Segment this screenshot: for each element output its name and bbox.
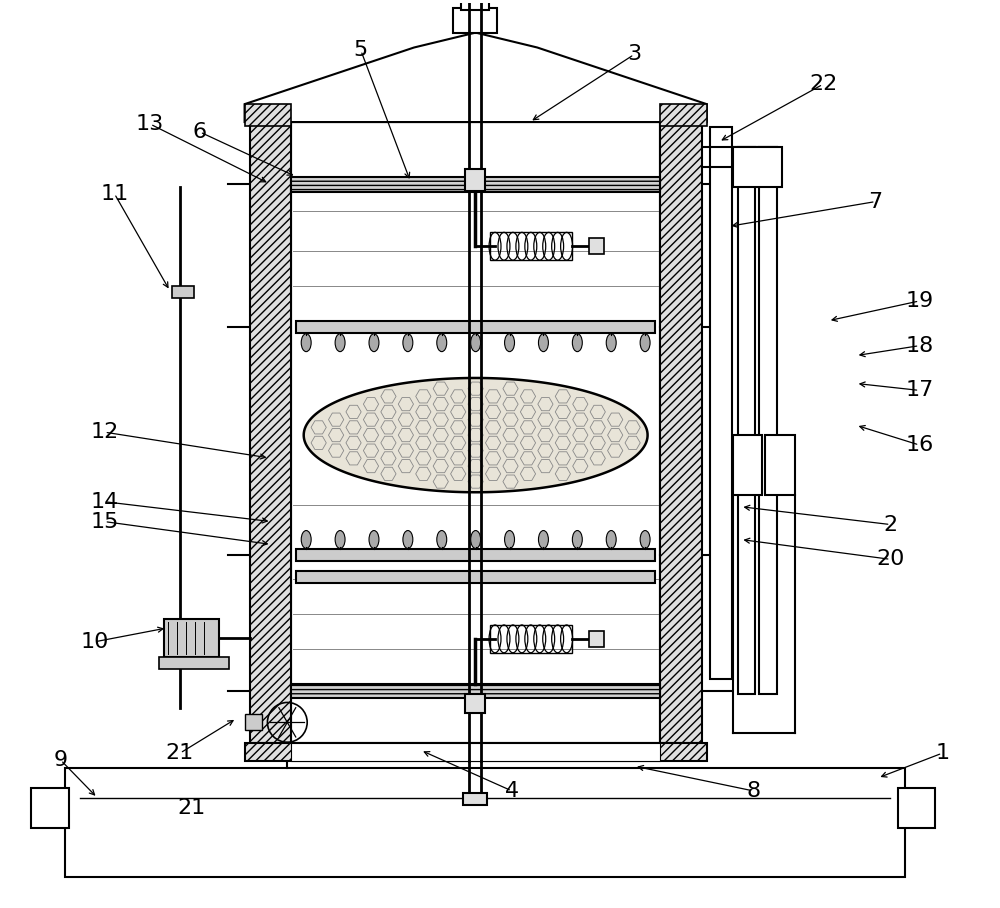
Text: 10: 10 [80,632,109,652]
Bar [710,127,732,678]
Text: 14: 14 [90,492,119,512]
Text: 3: 3 [627,44,641,64]
Ellipse shape [471,530,481,548]
Ellipse shape [505,530,515,548]
Text: 7: 7 [869,192,883,212]
Ellipse shape [538,334,548,351]
Text: 12: 12 [90,422,119,442]
Text: 9: 9 [54,750,68,770]
Ellipse shape [471,334,481,351]
Polygon shape [245,33,707,122]
Bar [291,744,660,761]
Bar [589,238,604,254]
Text: 17: 17 [905,380,934,400]
Bar [31,788,69,828]
Bar [164,619,219,656]
Ellipse shape [572,334,582,351]
Ellipse shape [335,334,345,351]
Text: 6: 6 [193,122,207,142]
Text: 21: 21 [178,798,206,818]
Bar [172,286,194,298]
Bar [291,684,660,698]
Bar [490,625,572,653]
Bar [453,8,497,33]
Bar [65,768,905,877]
Bar [765,435,795,495]
Bar [250,122,291,744]
Bar [898,788,935,828]
Ellipse shape [538,530,548,548]
Ellipse shape [369,530,379,548]
Ellipse shape [606,334,616,351]
Ellipse shape [505,334,515,351]
Text: 2: 2 [884,515,898,535]
Bar [296,321,655,332]
Bar [490,232,572,261]
Bar [245,715,262,730]
Ellipse shape [606,530,616,548]
Ellipse shape [301,530,311,548]
Bar [463,793,487,804]
Text: 13: 13 [136,114,164,134]
Text: 11: 11 [100,183,128,203]
Text: 15: 15 [90,511,119,531]
Ellipse shape [640,334,650,351]
Text: 22: 22 [809,74,837,94]
Bar [461,0,489,10]
Bar [296,571,655,583]
Ellipse shape [301,334,311,351]
Ellipse shape [640,530,650,548]
Text: 4: 4 [505,781,519,801]
Bar [245,104,291,126]
Bar [589,631,604,646]
Bar [291,177,660,192]
Text: 18: 18 [905,336,934,356]
Bar [465,169,485,191]
Ellipse shape [437,530,447,548]
Bar [660,122,702,744]
Bar [159,656,229,668]
Ellipse shape [403,530,413,548]
Text: 1: 1 [935,743,949,763]
Text: 5: 5 [354,41,368,61]
Text: 19: 19 [905,291,934,311]
Bar [660,104,707,126]
Text: 21: 21 [166,743,194,763]
Bar [291,122,660,744]
Bar [733,435,762,495]
Ellipse shape [369,334,379,351]
Polygon shape [304,378,648,492]
Ellipse shape [403,334,413,351]
Bar [733,147,782,187]
Bar [296,549,655,561]
Text: 8: 8 [746,781,761,801]
Bar [759,147,777,694]
Bar [245,744,707,761]
Ellipse shape [335,530,345,548]
Bar [465,694,485,714]
Bar [738,147,755,694]
Ellipse shape [572,530,582,548]
Ellipse shape [437,334,447,351]
Text: 20: 20 [876,549,905,569]
Text: 16: 16 [905,435,934,455]
